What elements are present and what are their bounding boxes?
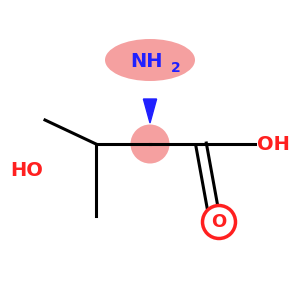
Text: OH: OH bbox=[256, 134, 290, 154]
Circle shape bbox=[130, 124, 170, 164]
Text: 2: 2 bbox=[171, 61, 180, 74]
Circle shape bbox=[202, 206, 236, 239]
Text: HO: HO bbox=[11, 161, 43, 181]
Ellipse shape bbox=[105, 39, 195, 81]
Polygon shape bbox=[143, 99, 157, 123]
Text: O: O bbox=[212, 213, 226, 231]
Text: NH: NH bbox=[131, 52, 163, 71]
